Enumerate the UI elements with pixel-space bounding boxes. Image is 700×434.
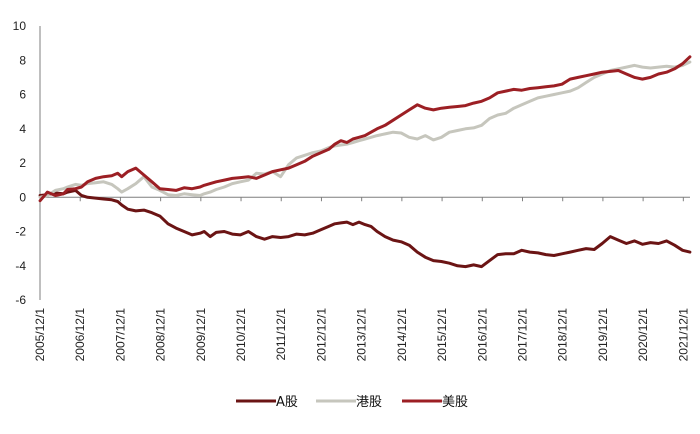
series-line-0 bbox=[38, 188, 692, 269]
x-tick-label: 2009/12/1 bbox=[194, 308, 208, 362]
y-tick-label: -2 bbox=[15, 225, 26, 239]
y-tick-label: 8 bbox=[19, 53, 26, 67]
x-tick-label: 2014/12/1 bbox=[395, 308, 409, 362]
x-tick-label: 2012/12/1 bbox=[314, 308, 328, 362]
x-tick-label: 2018/12/1 bbox=[556, 308, 570, 362]
y-tick-label: 0 bbox=[19, 190, 26, 204]
x-tick-label: 2017/12/1 bbox=[515, 308, 529, 362]
y-tick-label: 4 bbox=[19, 122, 26, 136]
x-tick-label: 2015/12/1 bbox=[435, 308, 449, 362]
series-lines bbox=[38, 55, 692, 269]
x-tick-label: 2011/12/1 bbox=[274, 308, 288, 361]
series-line-1 bbox=[38, 60, 692, 199]
legend: A股 港股 美股 bbox=[236, 395, 468, 410]
legend-label-1: 港股 bbox=[356, 395, 382, 410]
y-tick-label: 10 bbox=[13, 19, 27, 33]
x-tick-label: 2008/12/1 bbox=[154, 308, 168, 362]
x-tick-label: 2007/12/1 bbox=[113, 308, 127, 362]
x-tick-label: 2021/12/1 bbox=[676, 308, 690, 362]
x-tick-label: 2013/12/1 bbox=[355, 308, 369, 362]
legend-label-2: 美股 bbox=[442, 395, 468, 410]
y-tick-label: 6 bbox=[19, 88, 26, 102]
x-tick-label: 2005/12/1 bbox=[33, 308, 47, 362]
x-tick-label: 2016/12/1 bbox=[475, 308, 489, 362]
x-tick-label: 2020/12/1 bbox=[636, 308, 650, 362]
axes: -6 -4 -2 0 2 4 6 8 10 2005/12/1 2006/12/1 2007/12/1… bbox=[13, 19, 691, 361]
x-tick-label: 2006/12/1 bbox=[73, 308, 87, 362]
legend-label-0: A股 bbox=[276, 395, 298, 410]
x-tick-label: 2010/12/1 bbox=[234, 308, 248, 362]
y-tick-label: -4 bbox=[15, 259, 26, 273]
y-tick-label: 2 bbox=[19, 156, 26, 170]
y-tick-label: -6 bbox=[15, 293, 26, 307]
x-tick-label: 2019/12/1 bbox=[596, 308, 610, 362]
series-line-2 bbox=[38, 55, 692, 203]
